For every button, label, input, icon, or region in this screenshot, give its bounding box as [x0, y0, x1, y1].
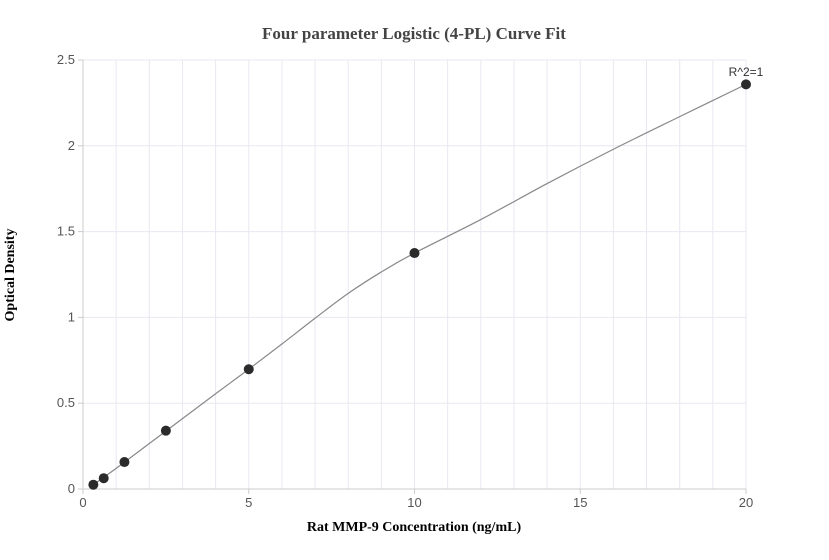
fit-curve-line [93, 83, 747, 486]
y-tick-label: 0 [68, 481, 75, 496]
data-point [243, 364, 254, 375]
y-tick-label: 0.5 [57, 395, 75, 410]
data-point [160, 425, 171, 436]
grid-layer [82, 59, 747, 490]
x-tick-label: 20 [739, 495, 753, 510]
data-point [409, 248, 420, 259]
chart-title: Four parameter Logistic (4-PL) Curve Fit [262, 24, 566, 43]
x-axis-label: Rat MMP-9 Concentration (ng/mL) [307, 520, 522, 535]
data-point [119, 457, 130, 468]
data-point [741, 79, 751, 90]
x-tick-label: 0 [79, 495, 86, 510]
y-axis-label: Optical Density [3, 229, 18, 322]
axis-layer: 0 5 10 15 20 0 0.5 1 1.5 2 2.5 [57, 52, 753, 510]
y-tick-label: 1.5 [57, 224, 75, 239]
x-tick-label: 15 [573, 495, 587, 510]
x-tick-label: 5 [245, 495, 252, 510]
data-point [98, 473, 109, 484]
y-tick-label: 2 [68, 138, 75, 153]
fit-curve-layer [93, 83, 747, 486]
data-point [88, 479, 99, 490]
r-squared-annotation: R^2=1 [729, 65, 764, 79]
x-tick-label: 10 [407, 495, 421, 510]
y-tick-label: 1 [68, 309, 75, 324]
y-tick-label: 2.5 [57, 52, 75, 67]
data-points-layer [88, 79, 751, 490]
